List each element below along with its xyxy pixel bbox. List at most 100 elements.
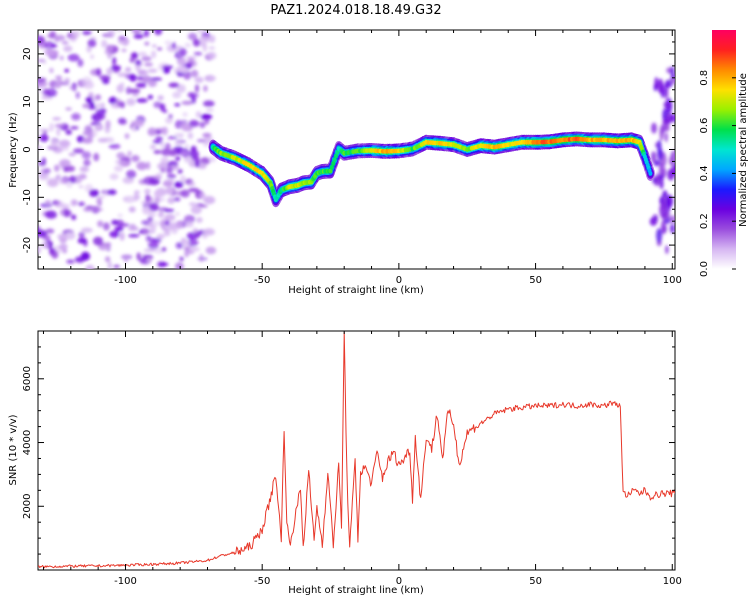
noise-blob: [108, 143, 121, 149]
noise-blob: [79, 166, 90, 173]
noise-blob: [183, 70, 192, 80]
noise-blob: [199, 253, 204, 263]
noise-blob: [143, 30, 150, 38]
noise-blob: [103, 222, 110, 231]
noise-blob: [102, 78, 110, 85]
noise-blob: [146, 161, 151, 170]
noise-blob: [660, 220, 667, 235]
noise-blob: [191, 96, 196, 104]
noise-blob: [135, 82, 147, 88]
noise-blob: [133, 33, 144, 39]
noise-blob: [203, 196, 216, 205]
noise-blob: [175, 156, 181, 161]
noise-blob: [101, 39, 108, 48]
noise-blob: [665, 245, 669, 255]
x-tick-label: -100: [114, 275, 137, 286]
noise-blob: [119, 232, 125, 241]
noise-blob: [180, 123, 191, 130]
noise-blob: [38, 229, 47, 238]
noise-blob: [137, 69, 149, 76]
noise-blob: [136, 76, 144, 81]
noise-blob: [188, 119, 200, 128]
noise-blob: [165, 178, 176, 182]
noise-blob: [190, 205, 202, 215]
noise-blob: [59, 159, 71, 168]
noise-blob: [43, 168, 51, 174]
noise-blob: [71, 214, 77, 221]
noise-blob: [54, 200, 64, 208]
noise-blob: [180, 189, 190, 198]
y-tick-label: -10: [22, 189, 33, 205]
noise-blob: [143, 176, 156, 186]
noise-blob: [38, 128, 50, 133]
noise-blob: [129, 57, 136, 63]
noise-blob: [176, 57, 187, 66]
noise-blob: [167, 136, 178, 140]
noise-blob: [117, 213, 123, 218]
noise-blob: [42, 88, 50, 97]
noise-blob: [653, 177, 661, 186]
noise-blob: [56, 174, 61, 181]
noise-blob: [162, 180, 174, 187]
noise-blob: [59, 55, 64, 61]
noise-blob: [153, 149, 162, 154]
noise-blob: [663, 101, 672, 109]
noise-blob: [115, 159, 127, 165]
noise-blob: [197, 162, 207, 169]
noise-blob: [117, 72, 129, 78]
noise-blob: [38, 246, 41, 254]
noise-blob: [182, 240, 190, 248]
noise-blob: [80, 251, 90, 261]
noise-blob: [186, 62, 193, 66]
noise-blob: [185, 56, 198, 60]
noise-blob: [176, 220, 183, 229]
noise-blob: [171, 42, 176, 49]
noise-blob: [81, 151, 92, 160]
noise-blob: [202, 132, 212, 138]
noise-blob: [177, 85, 186, 93]
colorbar-ticks: 0.0 0.2 0.4 0.6 0.8: [699, 70, 736, 277]
noise-blob: [182, 112, 188, 117]
noise-blob: [106, 67, 113, 76]
noise-blob: [163, 67, 171, 74]
noise-blob: [136, 161, 148, 171]
noise-blob: [163, 109, 168, 113]
x-tick-label: 0: [396, 275, 402, 286]
noise-blob: [93, 152, 100, 162]
noise-blob: [657, 78, 664, 94]
ridge-point: [328, 168, 333, 174]
snr-frame: [37, 330, 676, 571]
noise-blob: [65, 129, 72, 135]
noise-blob: [123, 257, 129, 263]
noise-blob: [83, 81, 95, 90]
y-tick-label: 6000: [22, 366, 33, 391]
noise-blob: [38, 171, 50, 181]
noise-blob: [38, 161, 45, 166]
noise-blob: [136, 252, 141, 261]
noise-blob: [150, 77, 163, 81]
noise-blob: [147, 241, 159, 250]
noise-blob: [113, 264, 120, 269]
noise-blob: [54, 164, 60, 172]
noise-blob: [107, 189, 117, 195]
noise-blob: [81, 227, 93, 233]
noise-blob: [199, 35, 210, 44]
x-tick-label: -100: [114, 576, 137, 587]
noise-blob: [107, 52, 112, 59]
x-tick-label: -50: [254, 576, 270, 587]
noise-blob: [662, 167, 667, 178]
noise-blob: [65, 107, 72, 111]
noise-blob: [82, 30, 92, 35]
noise-blob: [147, 216, 154, 223]
noise-blob: [125, 86, 132, 95]
noise-blob: [54, 34, 66, 41]
ridge-trace: [208, 131, 655, 208]
noise-blob: [127, 150, 132, 157]
noise-blob: [157, 47, 163, 51]
x-tick-label: 100: [663, 275, 682, 286]
noise-blob: [669, 113, 675, 123]
noise-blob: [116, 101, 122, 107]
noise-blob: [666, 196, 671, 213]
noise-blob: [203, 85, 208, 92]
